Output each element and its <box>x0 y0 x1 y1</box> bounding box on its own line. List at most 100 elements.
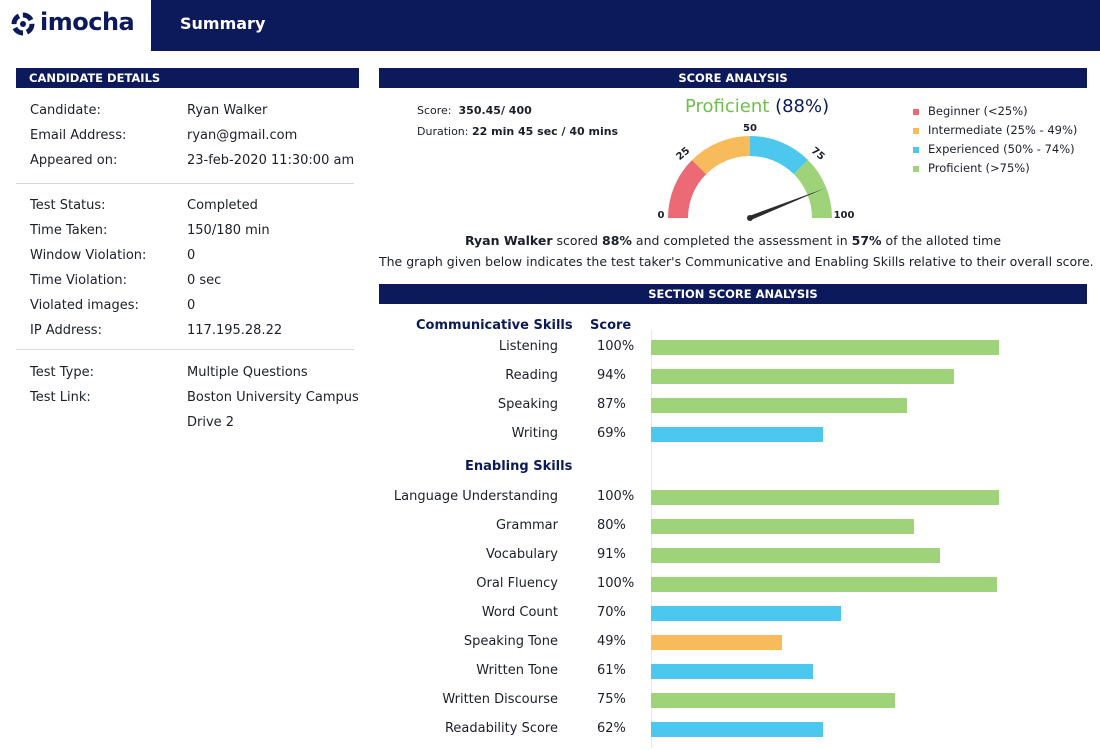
duration-value: 22 min 45 sec / 40 mins <box>471 125 619 138</box>
gauge-needle-hub <box>747 215 753 221</box>
gauge-needle <box>749 188 825 221</box>
detail-value: Completed <box>187 198 258 213</box>
brand-logo[interactable]: imocha <box>0 0 151 51</box>
skill-score: 100% <box>597 489 635 504</box>
detail-value: 23-feb-2020 11:30:00 am <box>187 153 355 168</box>
graph-note: The graph given below indicates the test… <box>379 254 1094 269</box>
skill-score: 62% <box>597 721 626 736</box>
chart-axis-line <box>651 330 652 748</box>
score-value: 350.45/ 400 <box>458 104 532 117</box>
imocha-logo-icon <box>11 12 35 36</box>
section-score-heading: SECTION SCORE ANALYSIS <box>379 284 1087 304</box>
summary-time: 57% <box>851 233 882 248</box>
proficiency-level: Proficient (88%) <box>685 96 829 117</box>
duration-label: Duration: <box>417 125 469 138</box>
skill-bar <box>651 635 782 650</box>
skill-bar <box>651 693 895 708</box>
detail-label: IP Address: <box>30 323 102 338</box>
candidate-details-heading: CANDIDATE DETAILS <box>16 68 359 88</box>
details-divider <box>16 183 354 184</box>
skill-label: Language Understanding <box>393 489 558 504</box>
skill-label: Grammar <box>495 518 558 533</box>
legend-label: Proficient (>75%) <box>928 161 1030 175</box>
detail-label: Test Type: <box>30 365 94 380</box>
skill-bar <box>651 369 954 384</box>
detail-value: 0 <box>187 248 196 263</box>
skill-bar <box>651 548 940 563</box>
gauge-segment <box>692 136 750 175</box>
detail-row: IP Address: 117.195.28.22 <box>30 323 360 339</box>
detail-row: Candidate: Ryan Walker <box>30 103 360 119</box>
skill-bar <box>651 606 841 621</box>
detail-value: 0 sec <box>187 273 222 288</box>
summary-candidate: Ryan Walker <box>464 233 553 248</box>
skill-bar <box>651 427 823 442</box>
legend-label: Intermediate (25% - 49%) <box>928 123 1078 137</box>
level-label: Proficient <box>685 96 770 117</box>
skill-bar <box>651 664 813 679</box>
skill-label: Written Tone <box>476 663 558 678</box>
detail-row: Time Violation: 0 sec <box>30 273 360 289</box>
skill-score: 91% <box>597 547 626 562</box>
skill-label: Vocabulary <box>485 547 558 562</box>
score-column-title: Score <box>590 318 632 333</box>
level-percent: (88%) <box>775 96 830 117</box>
detail-label: Violated images: <box>30 298 139 313</box>
skill-score: 69% <box>597 426 626 441</box>
legend-swatch <box>913 166 919 172</box>
detail-row: Violated images: 0 <box>30 298 360 314</box>
detail-value: 117.195.28.22 <box>187 323 283 338</box>
skill-score: 100% <box>597 576 635 591</box>
detail-label: Time Taken: <box>30 223 108 238</box>
detail-value: Boston University Campus <box>187 390 359 405</box>
summary-text-1: scored <box>552 233 603 248</box>
skill-label: Word Count <box>481 605 558 620</box>
score-gauge: 0 25 50 75 100 <box>658 123 854 221</box>
skill-score: 61% <box>597 663 626 678</box>
summary-score: 88% <box>602 233 632 248</box>
score-label: Score: <box>417 104 452 117</box>
summary-text-3: of the alloted time <box>881 233 1002 248</box>
detail-row: Appeared on: 23-feb-2020 11:30:00 am <box>30 153 360 169</box>
legend-label: Experienced (50% - 74%) <box>928 142 1075 156</box>
gauge-segment <box>750 136 808 175</box>
skill-label: Speaking Tone <box>463 634 558 649</box>
gauge-segment <box>668 160 707 218</box>
detail-row: Test Type: Multiple Questions <box>30 365 360 381</box>
page-title: Summary <box>180 14 266 33</box>
gauge-tick-label: 0 <box>658 210 665 221</box>
enabling-skills-title: Enabling Skills <box>465 459 573 474</box>
detail-value: Multiple Questions <box>187 365 308 380</box>
skill-label: Speaking <box>497 397 558 412</box>
detail-row: Email Address: ryan@gmail.com <box>30 128 360 144</box>
skill-bar <box>651 490 999 505</box>
skill-score: 80% <box>597 518 626 533</box>
detail-value: Ryan Walker <box>187 103 268 118</box>
skill-label: Readability Score <box>444 721 558 736</box>
legend-swatch <box>913 147 919 153</box>
detail-label: Time Violation: <box>30 273 127 288</box>
skill-label: Oral Fluency <box>476 576 558 591</box>
legend-swatch <box>913 109 919 115</box>
detail-value: 0 <box>187 298 196 313</box>
detail-row: Test Status: Completed <box>30 198 360 214</box>
score-analysis-heading: SCORE ANALYSIS <box>379 68 1087 88</box>
skill-bar <box>651 577 997 592</box>
skill-score: 49% <box>597 634 626 649</box>
skill-score: 75% <box>597 692 626 707</box>
skill-label: Listening <box>498 339 558 354</box>
gauge-segment <box>793 160 832 218</box>
detail-value: Drive 2 <box>187 415 235 430</box>
duration-meta: Duration: 22 min 45 sec / 40 mins <box>417 125 618 138</box>
detail-row: Time Taken: 150/180 min <box>30 223 360 239</box>
detail-label: Email Address: <box>30 128 127 143</box>
gauge-tick-label: 75 <box>809 145 827 162</box>
detail-label: Test Status: <box>30 198 106 213</box>
legend-swatch <box>913 128 919 134</box>
detail-value: ryan@gmail.com <box>187 128 298 143</box>
skill-score: 70% <box>597 605 626 620</box>
detail-row: Window Violation: 0 <box>30 248 360 264</box>
skill-label: Reading <box>505 368 558 383</box>
detail-label: Test Link: <box>30 390 91 405</box>
detail-row: Drive 2 <box>30 415 360 431</box>
